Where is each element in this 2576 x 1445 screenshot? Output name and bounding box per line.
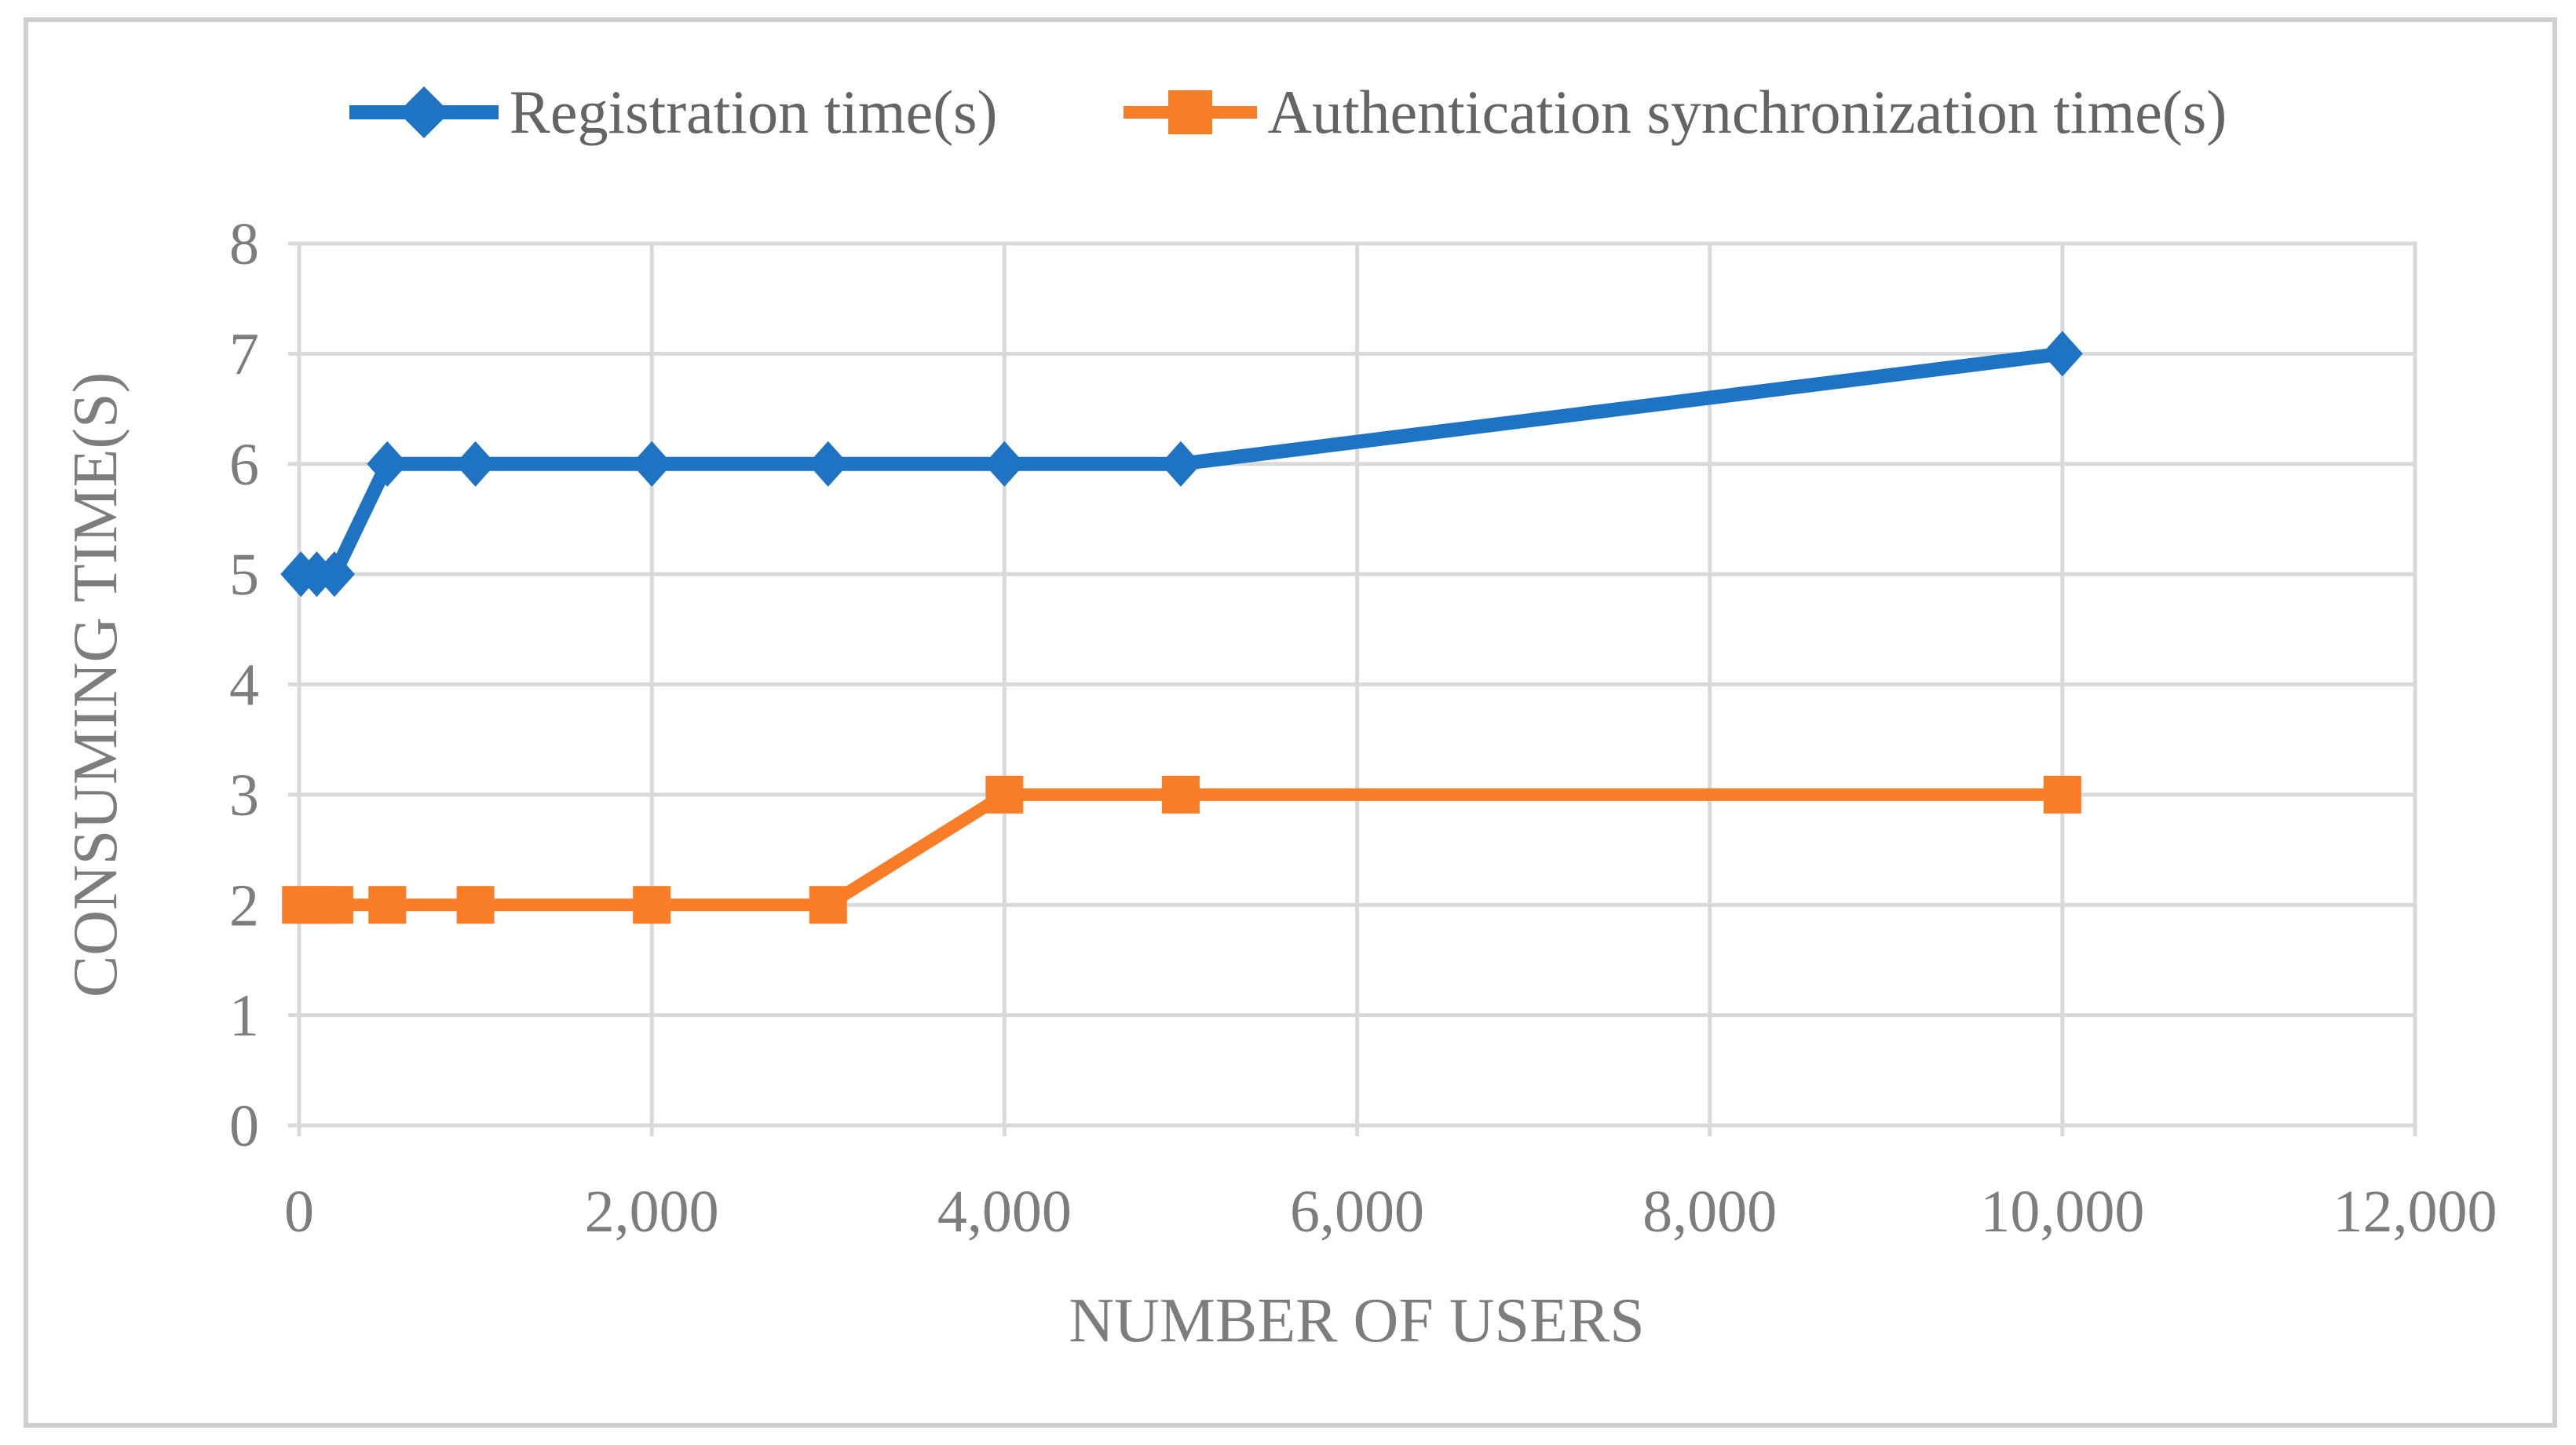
x-tick-label: 6,000 bbox=[1290, 1179, 1424, 1245]
diamond-marker bbox=[631, 441, 673, 487]
x-tick-label: 0 bbox=[284, 1179, 314, 1245]
square-marker bbox=[2043, 775, 2081, 814]
square-marker bbox=[315, 886, 353, 924]
square-marker bbox=[633, 886, 671, 924]
diamond-marker bbox=[807, 441, 849, 487]
diamond-marker bbox=[367, 441, 408, 487]
x-tick-label: 12,000 bbox=[2333, 1179, 2497, 1245]
y-tick-label: 0 bbox=[229, 1093, 259, 1159]
square-marker bbox=[456, 886, 495, 924]
chart-legend: Registration time(s) Authentication sync… bbox=[0, 79, 2576, 146]
plot-border bbox=[297, 241, 2417, 1128]
x-tick-label: 2,000 bbox=[585, 1179, 719, 1245]
legend-label-registration-time: Registration time(s) bbox=[509, 78, 998, 146]
diamond-marker bbox=[2041, 331, 2083, 377]
square-marker bbox=[985, 775, 1024, 814]
y-tick-label: 3 bbox=[229, 763, 259, 829]
x-tick-label: 8,000 bbox=[1642, 1179, 1777, 1245]
x-tick-label: 10,000 bbox=[1980, 1179, 2144, 1245]
diamond-marker bbox=[455, 441, 496, 487]
y-tick-label: 6 bbox=[229, 432, 259, 498]
x-axis-title: NUMBER OF USERS bbox=[1069, 1286, 1645, 1355]
diamond-marker bbox=[984, 441, 1025, 487]
square-marker-icon bbox=[1123, 90, 1257, 134]
y-tick-label: 4 bbox=[229, 653, 259, 719]
y-tick-label: 1 bbox=[229, 983, 259, 1049]
diamond-marker bbox=[1160, 441, 1201, 487]
y-tick-label: 7 bbox=[229, 321, 259, 387]
square-marker bbox=[809, 886, 847, 924]
square-marker bbox=[1161, 775, 1200, 814]
legend-label-auth-sync-time: Authentication synchronization time(s) bbox=[1267, 78, 2227, 146]
y-axis-title: CONSUMING TIME(S) bbox=[61, 372, 130, 997]
diamond-marker bbox=[313, 551, 355, 598]
legend-item-auth-sync-time: Authentication synchronization time(s) bbox=[1123, 78, 2227, 146]
x-tick-label: 4,000 bbox=[937, 1179, 1072, 1245]
y-tick-label: 5 bbox=[229, 542, 259, 608]
y-tick-label: 8 bbox=[229, 211, 259, 277]
legend-item-registration-time: Registration time(s) bbox=[349, 79, 998, 146]
square-marker bbox=[368, 886, 407, 924]
y-tick-label: 2 bbox=[229, 872, 259, 938]
diamond-marker-icon bbox=[349, 86, 499, 138]
